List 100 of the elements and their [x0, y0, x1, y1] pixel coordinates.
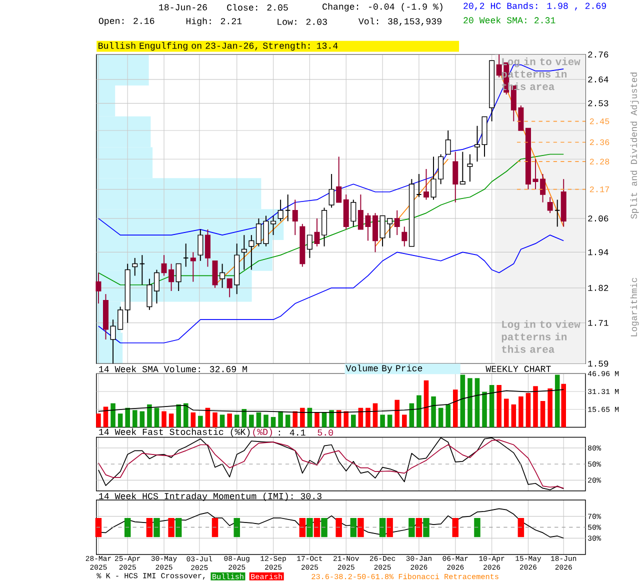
- text: : 4.1: [278, 430, 306, 436]
- candlestick: [146, 278, 152, 310]
- candlestick: [132, 258, 138, 276]
- y-tick-label: 2.64: [588, 76, 608, 83]
- bar: [154, 408, 160, 428]
- bar: [452, 390, 458, 428]
- candlestick: [176, 263, 182, 292]
- bar: [372, 403, 378, 428]
- bar: [285, 414, 290, 428]
- text: Open: 2.16: [98, 18, 154, 26]
- candlestick: [306, 234, 312, 259]
- candlestick: [182, 243, 189, 268]
- bar: [96, 414, 101, 428]
- bar: [183, 403, 188, 428]
- bar: [402, 414, 407, 428]
- bar: [511, 404, 516, 428]
- bar: [242, 409, 247, 428]
- candlestick: [190, 252, 196, 282]
- y-tick-label: 2.76: [588, 52, 608, 58]
- candlestick: [402, 226, 408, 247]
- candlestick: [278, 199, 284, 222]
- candlestick: [284, 194, 291, 222]
- candlestick: [248, 234, 254, 270]
- bar: [474, 378, 480, 428]
- y-tick-label: 1.71: [588, 320, 608, 326]
- candlestick: [460, 151, 466, 185]
- bar: [140, 411, 145, 428]
- y-tick-label: 1.59: [588, 360, 608, 367]
- bar: [482, 392, 487, 428]
- ref-line-label: 2.17: [590, 186, 610, 192]
- bar: [468, 378, 472, 428]
- bar: [292, 411, 298, 428]
- candlestick: [423, 168, 430, 200]
- bar: [329, 410, 334, 428]
- candlestick: [226, 278, 232, 298]
- bar: [409, 403, 414, 428]
- bar: [561, 384, 566, 428]
- bar: [394, 400, 400, 428]
- bar: [518, 396, 524, 428]
- bar: [314, 412, 320, 428]
- candlestick: [554, 199, 560, 228]
- candlestick: [204, 229, 210, 268]
- text: Bullish Engulfing on 23-Jan-26, Strength: 13.4: [98, 42, 338, 51]
- text: 20,2 HC Bands: 1.98 , 2.69: [464, 2, 606, 11]
- bar: [162, 411, 166, 428]
- bar: [198, 416, 203, 428]
- text: Logarithmic: [630, 278, 639, 336]
- ref-line-label: 2.36: [590, 139, 610, 146]
- text: 18-Jun-26: [159, 4, 207, 10]
- bar: [249, 414, 254, 428]
- bar: [110, 403, 116, 428]
- bar: [533, 386, 538, 428]
- candlestick: [474, 125, 480, 162]
- bar: [220, 414, 225, 428]
- bar: [322, 412, 327, 428]
- bar: [431, 396, 436, 428]
- annotation: Log in to view patterns in this area: [502, 320, 580, 353]
- text: Vol: 38,153,939: [358, 18, 442, 26]
- bar: [351, 414, 356, 428]
- candlestick: [547, 196, 553, 214]
- candlestick: [292, 199, 298, 236]
- bar: [548, 388, 552, 428]
- chart-title: 14 Week HCS Intraday Momentum (IMI): 30.3: [99, 492, 322, 502]
- y-tick-label: 1.94: [588, 249, 608, 256]
- bar: [300, 408, 305, 428]
- bar: [344, 411, 349, 428]
- ref-line-label: 2.28: [590, 158, 610, 165]
- bar: [526, 393, 531, 428]
- bar: [307, 408, 312, 428]
- bar: [336, 410, 342, 428]
- y-axis-title: Split and Dividend Adjusted: [630, 72, 639, 219]
- text: High: 2.21: [186, 18, 242, 26]
- bar: [446, 404, 450, 428]
- bar: [103, 406, 108, 428]
- bar: [256, 412, 262, 428]
- text: Close: 2.05: [227, 4, 288, 11]
- candlestick: [241, 234, 247, 270]
- text: 20 Week SMA: 2.31: [464, 16, 556, 24]
- bar: [168, 414, 174, 428]
- bar: [132, 410, 138, 428]
- candlestick: [154, 269, 160, 304]
- line-series: [98, 389, 564, 413]
- candlestick: [314, 218, 320, 247]
- text: Volume By Price: [346, 364, 422, 374]
- text: 14 Week SMA Volume: 32.69 M: [99, 366, 247, 372]
- bar: [416, 395, 422, 428]
- text: 5.0: [318, 430, 333, 436]
- text: Low: 2.03: [278, 18, 327, 25]
- candlestick: [139, 254, 146, 286]
- y-tick-label: 2.06: [588, 216, 608, 222]
- candlestick: [467, 154, 473, 182]
- candlestick: [96, 272, 102, 304]
- candlestick: [350, 199, 356, 228]
- ref-line-label: 2.45: [590, 118, 610, 124]
- bar: [212, 412, 218, 428]
- bar: [278, 411, 283, 428]
- bar: [176, 404, 181, 428]
- bar: [147, 404, 152, 428]
- bar: [264, 414, 268, 428]
- bar: [358, 408, 364, 428]
